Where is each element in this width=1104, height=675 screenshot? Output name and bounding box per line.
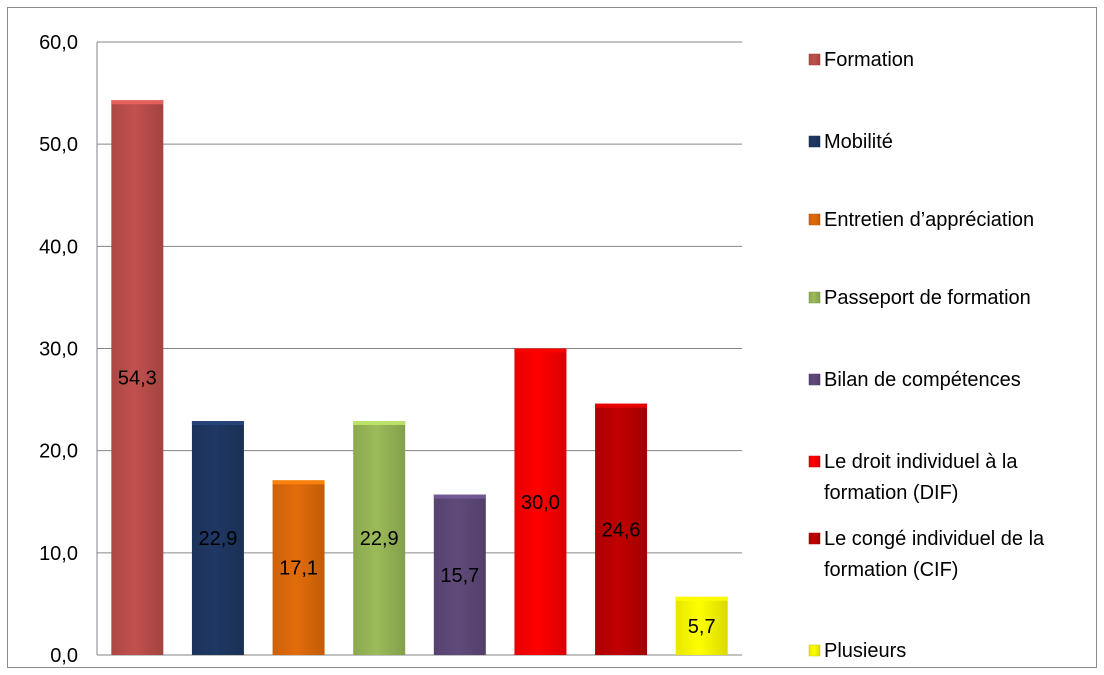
bar-8: [675, 596, 728, 655]
data-label: 22,9: [360, 528, 399, 550]
y-tick-label: 20,0: [39, 441, 78, 463]
bar-rect: [433, 494, 486, 655]
data-label: 5,7: [688, 616, 716, 638]
legend-swatch: [808, 373, 821, 386]
data-label: 54,3: [118, 368, 157, 390]
y-tick-label: 0,0: [50, 645, 78, 667]
legend-item: Le droit individuel à la formation (DIF): [808, 451, 1018, 504]
legend-label: Mobilité: [824, 131, 893, 153]
y-axis-ticks: 0,0 10,0 20,0 30,0 40,0 50,0 60,0: [39, 32, 78, 667]
legend-swatch: [808, 532, 821, 545]
bar-rect: [595, 403, 648, 655]
bar-4: [353, 421, 406, 655]
data-label: 17,1: [279, 558, 318, 580]
bar-1: [111, 100, 164, 656]
y-tick-label: 60,0: [39, 32, 78, 54]
legend-label: Le congé individuel de la formation (CIF): [824, 528, 1045, 581]
legend-label: Formation: [824, 49, 914, 71]
data-label: 30,0: [521, 492, 560, 514]
legend-item: Passeport de formation: [808, 287, 1031, 309]
legend-swatch: [808, 455, 821, 468]
bar-top-bevel: [353, 421, 406, 426]
bar-top-bevel: [191, 421, 244, 426]
y-tick-label: 10,0: [39, 543, 78, 565]
y-tick-label: 40,0: [39, 236, 78, 258]
data-label: 22,9: [198, 528, 237, 550]
bar-5: [433, 494, 486, 655]
legend-item: Mobilité: [808, 131, 893, 153]
bar-top-bevel: [433, 494, 486, 499]
legend-swatch: [808, 644, 821, 657]
bars: [111, 100, 728, 656]
bar-2: [191, 421, 244, 655]
bar-3: [272, 480, 325, 655]
bar-top-bevel: [111, 100, 164, 105]
legend: Formation Mobilité Entretien d’appréciatio…: [808, 49, 1045, 662]
data-label: 24,6: [602, 519, 641, 541]
bar-7: [595, 403, 648, 655]
legend-label: Plusieurs: [824, 640, 906, 662]
bar-top-bevel: [272, 480, 325, 485]
data-labels: 54,3 22,9 17,1 22,9 15,7 30,0 24,6 5,7: [118, 368, 716, 638]
bar-rect: [675, 596, 728, 655]
y-tick-label: 50,0: [39, 134, 78, 156]
legend-swatch: [808, 291, 821, 304]
legend-label: Entretien d’appréciation: [824, 209, 1034, 231]
y-tick-label: 30,0: [39, 339, 78, 361]
bar-rect: [353, 421, 406, 655]
bar-6: [514, 348, 567, 655]
bar-rect: [514, 348, 567, 655]
legend-item: Plusieurs: [808, 640, 906, 662]
bar-rect: [191, 421, 244, 655]
legend-swatch: [808, 53, 821, 66]
bar-rect: [272, 480, 325, 655]
legend-item: Bilan de compétences: [808, 369, 1021, 391]
bar-rect: [111, 100, 164, 656]
legend-label: Bilan de compétences: [824, 369, 1021, 391]
legend-label: Le droit individuel à la formation (DIF): [824, 451, 1018, 504]
legend-item: Le congé individuel de la formation (CIF): [808, 528, 1045, 581]
data-label: 15,7: [440, 565, 479, 587]
legend-label: Passeport de formation: [824, 287, 1031, 309]
legend-item: Formation: [808, 49, 914, 71]
legend-swatch: [808, 213, 821, 226]
bar-top-bevel: [595, 403, 648, 408]
bar-top-bevel: [675, 596, 728, 601]
legend-item: Entretien d’appréciation: [808, 209, 1034, 231]
bar-top-bevel: [514, 348, 567, 353]
legend-swatch: [808, 135, 821, 148]
